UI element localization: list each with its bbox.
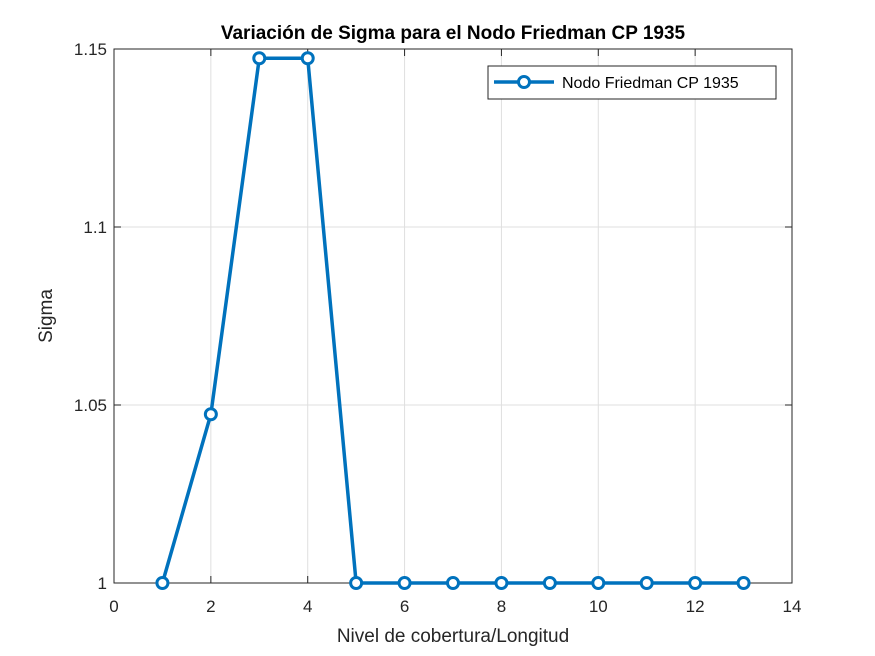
data-point: [639, 576, 654, 590]
plot-area-frame: [113, 48, 793, 584]
data-point: [688, 576, 703, 590]
data-point: [252, 51, 267, 66]
y-tick-label: 1: [98, 574, 107, 593]
data-point: [155, 576, 170, 590]
data-point: [736, 576, 751, 590]
data-point: [591, 576, 606, 590]
x-tick-label: 6: [400, 597, 409, 616]
x-tick-label: 8: [497, 597, 506, 616]
y-tick-label: 1.05: [74, 396, 107, 415]
grid: [114, 49, 792, 583]
y-tick-label: 1.1: [83, 218, 107, 237]
legend: Nodo Friedman CP 1935: [487, 65, 777, 100]
data-point: [446, 576, 460, 590]
data-point: [494, 576, 509, 590]
x-tick-label: 0: [109, 597, 118, 616]
data-point: [203, 407, 218, 422]
x-tick-label: 2: [206, 597, 215, 616]
x-tick-label: 10: [589, 597, 608, 616]
series-layer: [155, 51, 751, 590]
chart-title: Variación de Sigma para el Nodo Friedman…: [221, 23, 686, 44]
data-point: [300, 51, 315, 66]
x-tick-label: 12: [686, 597, 705, 616]
x-tick-label: 4: [303, 597, 312, 616]
data-point: [542, 576, 557, 590]
tick-marks: [113, 48, 793, 584]
x-tick-labels: 0 2 4 6 8 10 12 14: [109, 597, 801, 616]
legend-entry-label: Nodo Friedman CP 1935: [562, 75, 739, 92]
y-axis-label: Sigma: [36, 289, 57, 343]
x-axis-label: Nivel de cobertura/Longitud: [337, 626, 569, 647]
y-tick-label: 1.15: [74, 40, 107, 59]
data-point: [397, 576, 412, 590]
x-tick-label: 14: [783, 597, 802, 616]
data-point: [349, 576, 364, 590]
legend-marker-swatch: [517, 75, 531, 89]
y-tick-labels: 1 1.05 1.1 1.15: [74, 40, 107, 593]
series-line: [160, 56, 744, 585]
